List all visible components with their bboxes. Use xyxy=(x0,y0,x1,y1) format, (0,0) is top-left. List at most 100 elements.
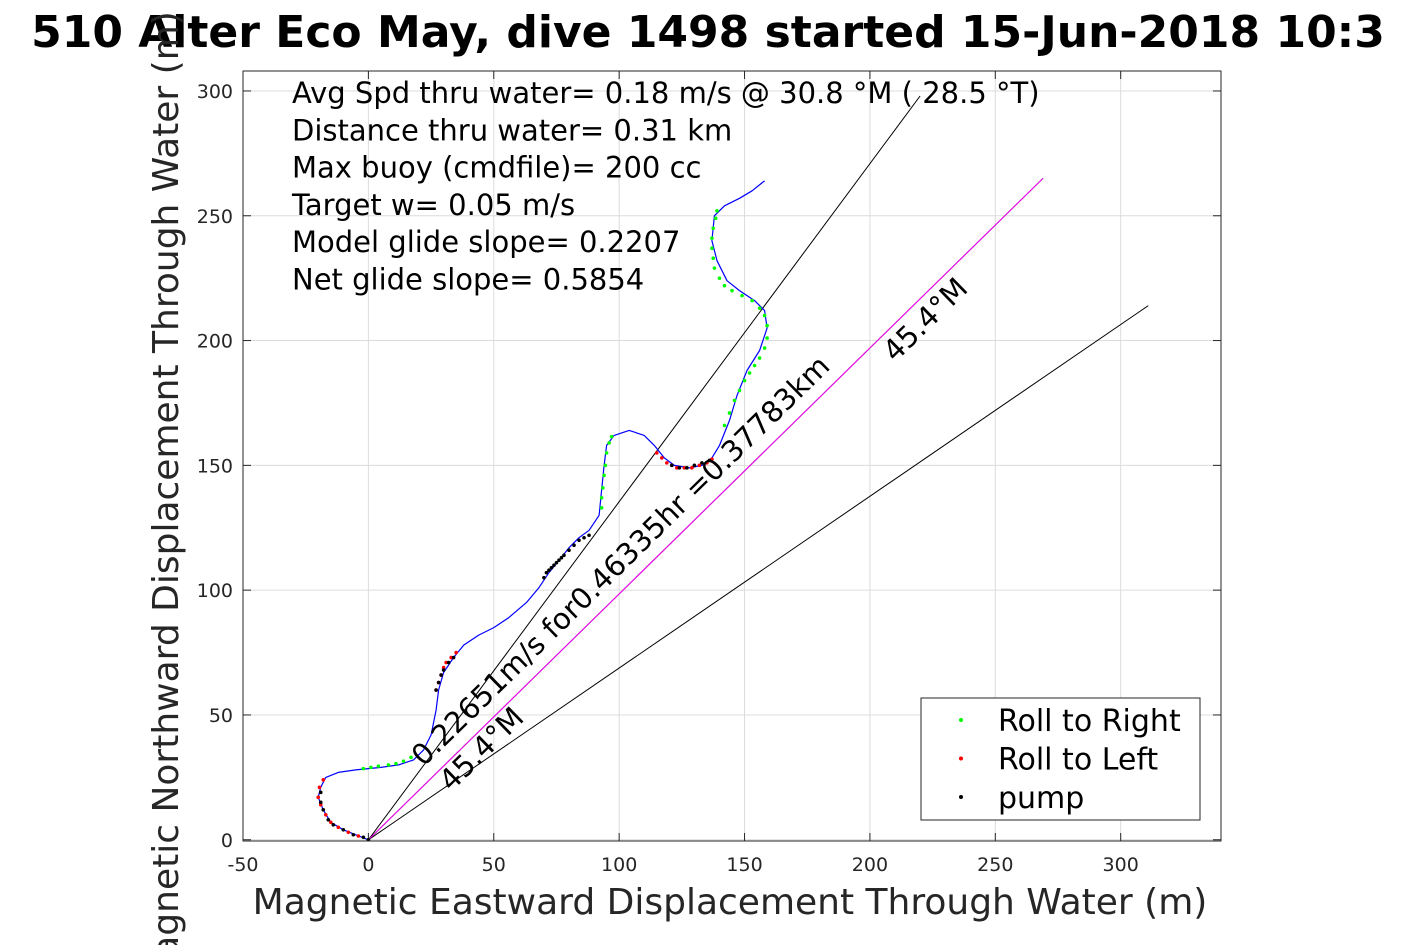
data-point xyxy=(587,533,591,538)
data-point xyxy=(700,461,704,465)
data-point xyxy=(675,466,679,470)
data-point xyxy=(361,835,366,840)
data-point xyxy=(692,463,697,468)
legend-label: Roll to Left xyxy=(998,743,1158,778)
data-point xyxy=(331,822,336,827)
y-tick-label: 100 xyxy=(197,580,233,602)
x-tick-label: 0 xyxy=(362,854,374,876)
data-point xyxy=(434,688,438,692)
data-point xyxy=(317,785,322,790)
legend-marker xyxy=(959,756,963,761)
annotation-line: Avg Spd thru water= 0.18 m/s @ 30.8 °M (… xyxy=(292,76,1040,110)
legend-label: pump xyxy=(998,781,1084,816)
data-point xyxy=(757,306,762,310)
data-point xyxy=(318,803,323,807)
data-point xyxy=(321,778,326,782)
data-point xyxy=(394,761,398,766)
data-point xyxy=(762,346,767,350)
data-point xyxy=(572,543,576,548)
data-point xyxy=(441,665,446,670)
data-point xyxy=(547,568,551,572)
data-point xyxy=(341,827,346,832)
data-point xyxy=(446,660,451,665)
annotation-block: Avg Spd thru water= 0.18 m/s @ 30.8 °M (… xyxy=(291,76,1040,297)
data-point xyxy=(752,363,757,368)
plot-area-frame xyxy=(242,70,1222,842)
data-point xyxy=(577,538,581,543)
y-tick-label: 0 xyxy=(221,830,233,852)
data-point xyxy=(542,575,546,580)
data-point xyxy=(351,832,356,837)
data-point xyxy=(682,466,687,470)
data-point xyxy=(603,463,608,468)
data-point xyxy=(747,371,752,375)
x-tick-label: 50 xyxy=(482,854,506,876)
data-point xyxy=(376,764,381,768)
data-point xyxy=(659,456,664,460)
y-axis-label: Magnetic Northward Displacement Through … xyxy=(146,11,187,945)
data-point xyxy=(369,765,373,770)
data-point xyxy=(318,790,323,795)
data-point xyxy=(685,466,689,470)
y-tick-label: 50 xyxy=(209,705,233,727)
data-point xyxy=(599,496,604,500)
data-point xyxy=(326,817,331,822)
data-point xyxy=(336,825,341,830)
current-heading-label: 45.4°M xyxy=(876,271,974,368)
data-point xyxy=(409,755,413,760)
data-point xyxy=(436,680,441,685)
data-point xyxy=(582,535,586,540)
data-point xyxy=(677,466,682,470)
plot-series xyxy=(316,95,1149,842)
x-tick-label: -50 xyxy=(227,854,258,876)
data-point xyxy=(361,766,366,771)
data-point xyxy=(705,461,709,465)
data-point xyxy=(439,673,443,677)
reference-line-4 xyxy=(367,95,921,841)
data-point xyxy=(690,466,694,470)
data-point xyxy=(710,236,714,241)
data-point xyxy=(544,570,549,575)
annotation-line: Model glide slope= 0.2207 xyxy=(292,225,680,259)
data-point xyxy=(670,463,674,468)
data-point xyxy=(762,313,767,318)
data-point xyxy=(765,336,769,340)
data-point xyxy=(567,548,571,553)
reference-line-7 xyxy=(368,177,1044,841)
annotation-line: Target w= 0.05 m/s xyxy=(291,188,575,222)
annotation-line: Distance thru water= 0.31 km xyxy=(292,113,732,147)
data-point xyxy=(346,830,351,835)
data-point xyxy=(665,461,669,465)
data-point xyxy=(444,660,448,665)
data-point xyxy=(549,565,554,570)
data-point xyxy=(722,283,727,288)
marker-series-pump xyxy=(318,458,712,842)
y-tick-label: 250 xyxy=(197,206,233,228)
y-tick-label: 150 xyxy=(197,455,233,477)
data-point xyxy=(554,560,559,565)
data-point xyxy=(757,356,762,360)
x-tick-label: 300 xyxy=(1103,854,1139,876)
data-point xyxy=(316,795,321,800)
data-point xyxy=(732,398,737,403)
data-point xyxy=(601,486,605,490)
x-tick-label: 200 xyxy=(852,854,888,876)
grid xyxy=(242,71,1221,841)
current-speed-label: 0.22651m/s for0.46335hr =0.37783km xyxy=(405,349,837,773)
legend-label: Roll to Right xyxy=(998,704,1181,739)
data-point xyxy=(328,820,333,825)
dive-track-line xyxy=(317,180,768,841)
data-point xyxy=(697,463,702,468)
chart-title: 510 Alter Eco May, dive 1498 started 15-… xyxy=(31,7,1385,58)
data-point xyxy=(451,655,456,660)
data-point xyxy=(717,276,722,280)
data-point xyxy=(401,759,406,763)
data-point xyxy=(737,388,742,393)
annotation-line: Net glide slope= 0.5854 xyxy=(292,263,644,297)
data-point xyxy=(765,323,769,328)
x-tick-label: 150 xyxy=(726,854,762,876)
marker-series-roll-to-right xyxy=(361,208,769,842)
